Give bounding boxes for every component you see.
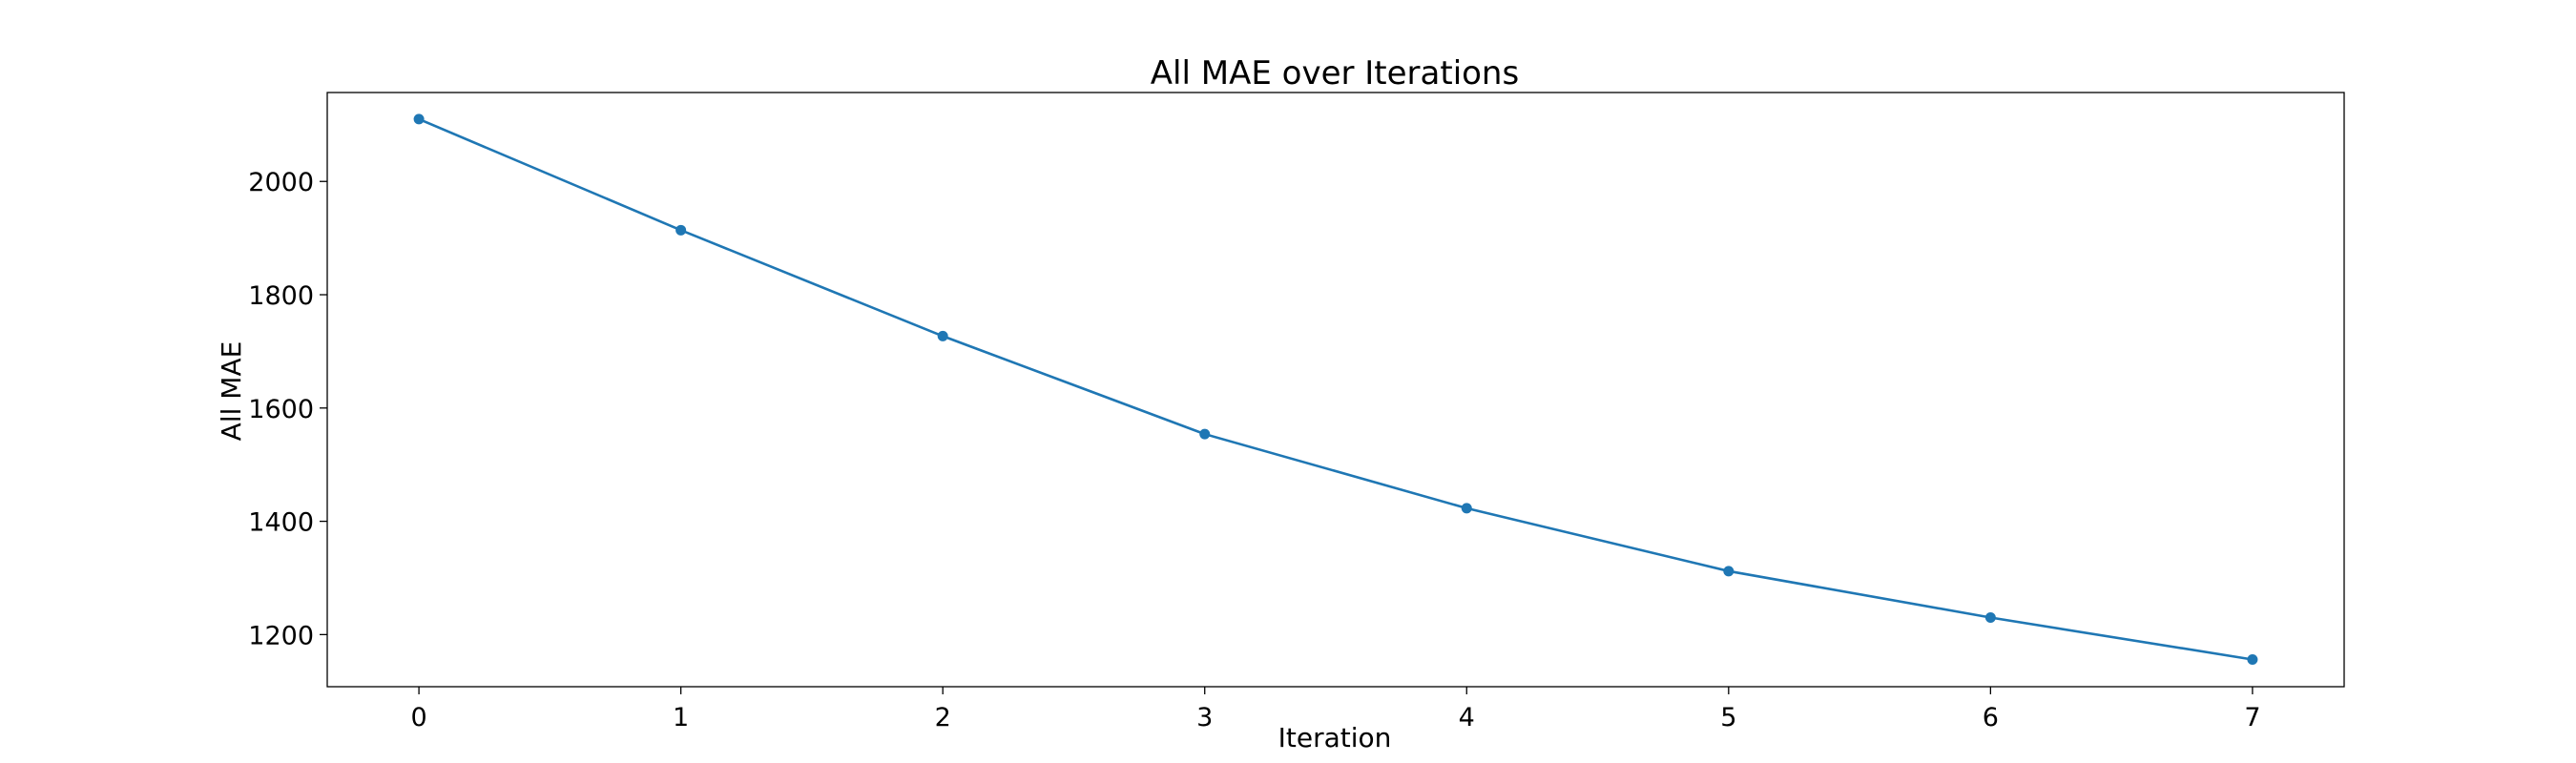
- data-point-1: [675, 224, 687, 236]
- plot-frame: [326, 92, 2345, 688]
- data-point-2: [937, 330, 948, 341]
- data-point-5: [1723, 566, 1735, 577]
- data-point-6: [1984, 612, 1996, 624]
- chart-title: All MAE over Iterations: [1151, 54, 1519, 93]
- y-tick-label: 1600: [248, 395, 314, 424]
- data-point-3: [1199, 428, 1211, 440]
- data-point-0: [413, 113, 425, 125]
- x-tick-label: 1: [673, 703, 689, 732]
- x-tick-label: 5: [1720, 703, 1736, 732]
- x-tick-label: 0: [410, 703, 426, 732]
- y-tick-label: 1200: [248, 621, 314, 650]
- x-tick-label: 4: [1459, 703, 1475, 732]
- x-tick-label: 6: [1983, 703, 1999, 732]
- x-tick-label: 7: [2244, 703, 2260, 732]
- y-tick-label: 1800: [248, 281, 314, 311]
- y-tick-label: 2000: [248, 168, 314, 197]
- x-tick-label: 3: [1196, 703, 1213, 732]
- data-point-4: [1461, 503, 1472, 514]
- x-axis-label: Iteration: [1278, 722, 1392, 753]
- plot-area: 0 1 2 3 4 5 6 7 1200 1400 1600 1800 2000: [248, 92, 2345, 732]
- x-tick-label: 2: [935, 703, 951, 732]
- y-tick-label: 1400: [248, 508, 314, 538]
- y-axis-label: All MAE: [216, 341, 247, 442]
- series-line: [418, 117, 2254, 661]
- data-point-7: [2247, 653, 2258, 665]
